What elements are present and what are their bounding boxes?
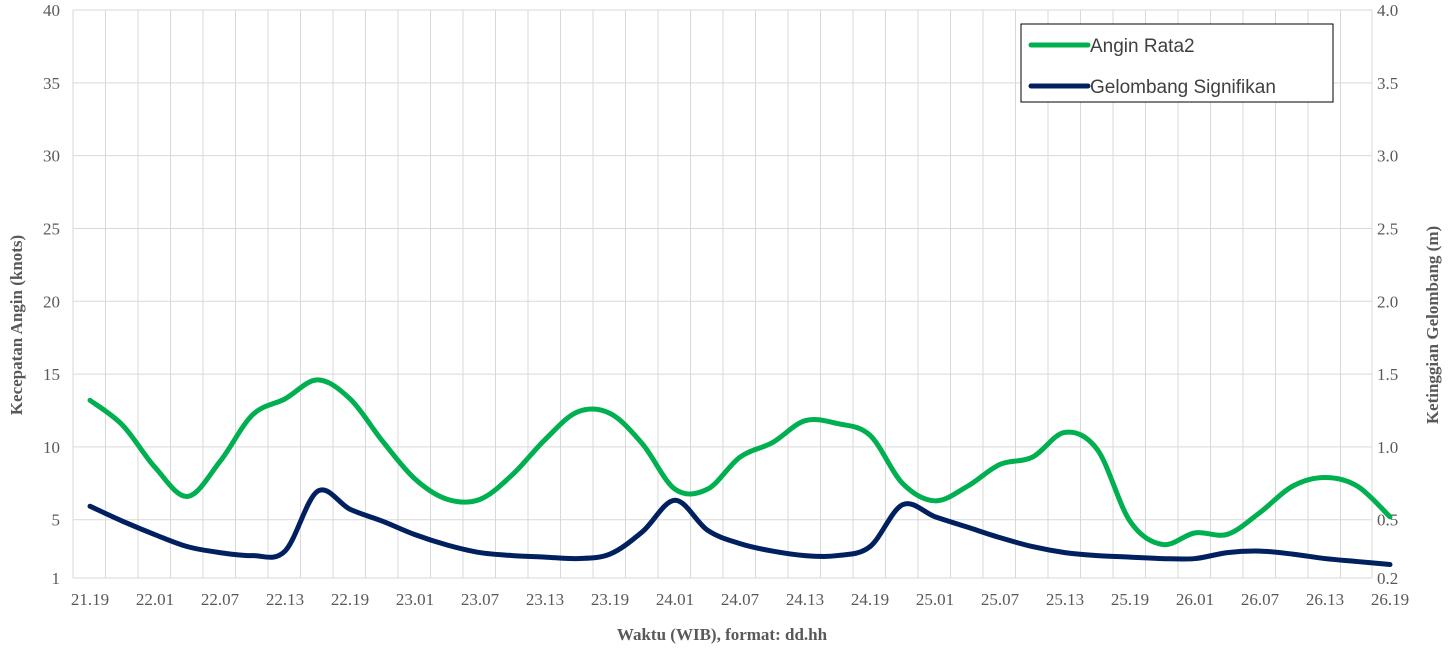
x-tick-label: 21.19 — [71, 590, 109, 609]
right-tick-label: 0.2 — [1377, 569, 1398, 588]
x-axis-ticks: 21.19 22.01 22.07 22.13 22.19 23.01 23.07 23.13… — [71, 590, 1409, 609]
gridlines — [72, 9, 1373, 579]
legend: Angin Rata2 Gelombang Signifikan — [1020, 23, 1334, 103]
x-tick-label: 25.01 — [916, 590, 954, 609]
x-tick-label: 25.13 — [1046, 590, 1084, 609]
x-tick-label: 24.19 — [851, 590, 889, 609]
x-tick-label: 23.07 — [461, 590, 500, 609]
left-tick-label: 30 — [43, 147, 60, 166]
legend-label-angin: Angin Rata2 — [1090, 36, 1195, 57]
x-axis-title: Waktu (WIB), format: dd.hh — [617, 625, 828, 644]
x-tick-label: 25.07 — [981, 590, 1020, 609]
y-axis-right-title: Ketinggian Gelombang (m) — [1423, 226, 1442, 424]
right-tick-label: 2.5 — [1377, 219, 1398, 238]
y-axis-left-title: Kecepatan Angin (knots) — [7, 235, 26, 415]
right-tick-label: 4.0 — [1377, 1, 1398, 20]
right-axis-ticks: 0.2 0.5 1.0 1.5 2.0 2.5 3.0 3.5 4.0 — [1377, 1, 1398, 588]
left-tick-label: 40 — [43, 1, 60, 20]
x-tick-label: 22.13 — [266, 590, 304, 609]
series-line-angin — [87, 377, 1393, 548]
x-tick-label: 22.19 — [331, 590, 369, 609]
x-tick-label: 26.13 — [1306, 590, 1344, 609]
right-tick-label: 2.0 — [1377, 292, 1398, 311]
left-tick-label: 15 — [43, 365, 60, 384]
legend-box — [1020, 23, 1334, 103]
x-tick-label: 25.19 — [1111, 590, 1149, 609]
x-tick-label: 24.13 — [786, 590, 824, 609]
left-tick-label: 5 — [52, 511, 61, 530]
left-tick-label: 35 — [43, 74, 60, 93]
series-lines — [87, 377, 1393, 568]
right-tick-label: 3.0 — [1377, 147, 1398, 166]
x-tick-label: 26.01 — [1176, 590, 1214, 609]
x-tick-label: 24.01 — [656, 590, 694, 609]
x-tick-label: 23.01 — [396, 590, 434, 609]
x-tick-label: 26.19 — [1371, 590, 1409, 609]
legend-label-gelombang: Gelombang Signifikan — [1090, 77, 1276, 98]
x-tick-label: 26.07 — [1241, 590, 1280, 609]
x-tick-label: 22.07 — [201, 590, 240, 609]
left-tick-label: 25 — [43, 219, 60, 238]
x-tick-label: 23.19 — [591, 590, 629, 609]
right-tick-label: 3.5 — [1377, 74, 1398, 93]
right-tick-label: 1.0 — [1377, 438, 1398, 457]
left-tick-label: 10 — [43, 438, 60, 457]
left-tick-label: 20 — [43, 292, 60, 311]
x-tick-label: 23.13 — [526, 590, 564, 609]
right-tick-label: 0.5 — [1377, 511, 1398, 530]
left-tick-label: 1 — [52, 569, 61, 588]
right-tick-label: 1.5 — [1377, 365, 1398, 384]
x-tick-label: 22.01 — [136, 590, 174, 609]
series-line-gelombang — [87, 487, 1393, 568]
x-tick-label: 24.07 — [721, 590, 760, 609]
